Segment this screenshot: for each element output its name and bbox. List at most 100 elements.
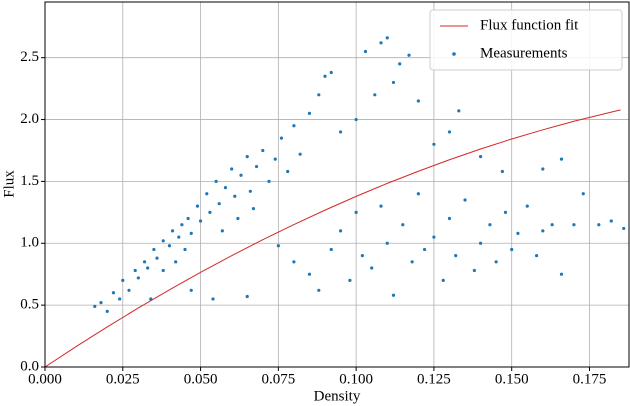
data-point (180, 223, 184, 227)
data-point (155, 256, 159, 260)
data-point (385, 241, 389, 245)
data-point (146, 266, 150, 270)
data-point (622, 226, 626, 231)
data-point (379, 41, 383, 45)
data-point (478, 241, 483, 245)
data-point (248, 189, 252, 193)
x-axis-label: Density (314, 388, 361, 404)
data-point (422, 247, 427, 252)
data-point (152, 247, 156, 252)
y-tick-label: 0.0 (20, 358, 39, 374)
data-point (329, 247, 333, 252)
data-point (121, 278, 125, 282)
fit-line (44, 109, 621, 368)
data-point (370, 266, 374, 270)
data-point (214, 179, 218, 184)
legend-label: Measurements (480, 45, 568, 61)
legend-swatch (452, 52, 456, 56)
data-point (385, 36, 389, 40)
data-point (161, 239, 165, 243)
data-point (276, 244, 280, 248)
data-point (454, 254, 458, 258)
data-point (93, 304, 97, 308)
data-point (189, 288, 193, 292)
data-point (161, 268, 165, 273)
data-point (99, 301, 103, 305)
data-point (572, 223, 576, 227)
data-point (174, 260, 178, 264)
y-tick-label: 0.5 (20, 297, 39, 313)
data-point (447, 216, 452, 221)
data-point (205, 192, 209, 196)
data-point (251, 207, 256, 211)
y-tick-label: 2.5 (20, 49, 39, 65)
data-point (323, 74, 327, 78)
data-point (447, 130, 452, 134)
data-point (525, 204, 529, 208)
data-point (307, 272, 312, 276)
data-point (503, 210, 508, 214)
data-point (307, 111, 312, 115)
data-point (279, 136, 284, 140)
data-point (494, 260, 498, 264)
data-point (410, 260, 414, 264)
data-point (391, 80, 396, 85)
data-point (239, 173, 243, 177)
data-point (379, 204, 383, 208)
y-tick-label: 1.5 (20, 173, 39, 189)
data-point (211, 297, 215, 301)
data-point (559, 157, 564, 161)
data-point (118, 297, 122, 301)
data-point (136, 276, 140, 280)
data-point (198, 219, 203, 223)
legend-label: Flux function fit (480, 17, 579, 33)
data-point (292, 260, 296, 264)
data-point (373, 93, 377, 97)
data-point (208, 210, 212, 214)
data-point (195, 204, 200, 208)
data-point (183, 247, 187, 252)
data-point (292, 124, 296, 128)
legend-box (429, 9, 623, 71)
data-point (170, 229, 175, 233)
data-point (233, 194, 237, 198)
data-point (416, 99, 420, 103)
data-point (360, 254, 364, 258)
data-point (217, 202, 221, 206)
data-point (236, 216, 240, 221)
data-point (463, 198, 467, 202)
data-point (472, 268, 476, 273)
data-point (348, 278, 352, 282)
data-point (407, 53, 411, 57)
data-point (230, 167, 234, 171)
x-tick-label: 0.000 (28, 371, 62, 387)
y-tick-label: 2.0 (20, 111, 39, 127)
data-point (441, 278, 445, 282)
data-point (488, 223, 492, 227)
data-point (167, 244, 172, 248)
data-point (416, 192, 420, 196)
data-point (478, 155, 483, 159)
data-point (142, 260, 147, 264)
x-tick-label: 0.125 (417, 371, 451, 387)
data-point (223, 185, 228, 190)
data-point (541, 167, 545, 171)
data-point (354, 117, 358, 122)
data-point (550, 223, 554, 227)
data-point (273, 157, 277, 161)
data-point (534, 254, 539, 258)
data-point (286, 169, 290, 174)
x-tick-label: 0.175 (573, 371, 607, 387)
data-point (245, 294, 249, 299)
data-point (457, 109, 461, 113)
data-point (254, 164, 259, 169)
data-point (245, 155, 249, 159)
data-point (105, 309, 109, 313)
y-axis-label: Flux (1, 170, 17, 198)
data-point (298, 152, 302, 156)
data-point (317, 93, 321, 97)
data-point (317, 288, 321, 292)
data-point (133, 268, 137, 273)
data-point (516, 231, 520, 235)
